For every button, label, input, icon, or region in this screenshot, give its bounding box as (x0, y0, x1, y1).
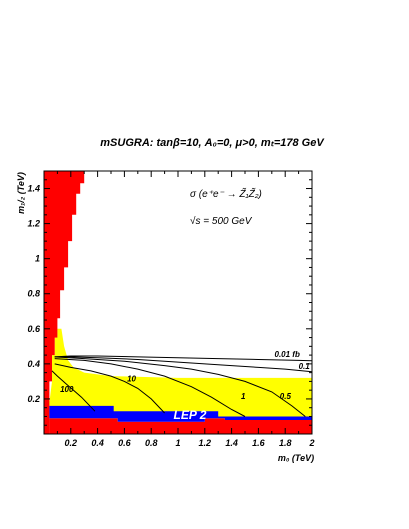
x-tick-label: 0.8 (145, 438, 158, 448)
lep2-label: LEP 2 (174, 408, 207, 422)
contour-3 (54, 358, 246, 417)
x-tick-label: 2 (308, 438, 314, 448)
contour-5 (51, 370, 96, 412)
chart-title: mSUGRA: tanβ=10, A₀=0, μ>0, mₜ=178 GeV (100, 137, 325, 149)
y-tick-label: 1 (35, 254, 40, 264)
x-tick-label: 0.2 (65, 438, 78, 448)
x-tick-labels: 0.2 0.4 0.6 0.8 1 1.2 1.4 1.6 1.8 2 (65, 438, 315, 448)
x-axis-label: m₀ (TeV) (278, 453, 314, 463)
contour-label-3: 1 (241, 392, 246, 401)
theory-excluded-strip (49, 418, 313, 434)
contour-4 (54, 363, 165, 414)
no-ewsb-region (49, 328, 313, 417)
y-tick-label: 0.6 (27, 324, 41, 334)
x-tick-label: 1 (175, 438, 180, 448)
contour-0 (54, 355, 313, 362)
x-tick-label: 1.8 (279, 438, 292, 448)
contour-1 (54, 356, 313, 373)
process-annotation: σ (e⁺e⁻ → Z̃₁Z̃₂) (190, 187, 262, 200)
y-tick-label: 0.4 (27, 359, 40, 369)
cross-section-contours (51, 355, 313, 417)
x-tick-label: 0.4 (91, 438, 104, 448)
contour-label-2: 0.5 (280, 392, 292, 401)
y-axis-label: m₁/₂ (TeV) (16, 172, 26, 214)
x-tick-label: 0.6 (118, 438, 132, 448)
x-tick-label: 1.4 (225, 438, 238, 448)
y-tick-label: 0.2 (27, 394, 40, 404)
y-tick-label: 1.4 (27, 184, 40, 194)
plot-frame (43, 170, 313, 435)
regions (44, 171, 313, 434)
y-tick-label: 1.2 (27, 219, 40, 229)
contour-label-5: 100 (60, 385, 74, 394)
contour-label-4: 10 (127, 374, 136, 383)
y-tick-labels: 0.2 0.4 0.6 0.8 1 1.2 1.4 (27, 184, 41, 404)
y-tick-label: 0.8 (27, 289, 40, 299)
lep2-excluded-region (49, 405, 313, 422)
energy-annotation: √s = 500 GeV (190, 215, 253, 227)
theory-excluded-region (44, 171, 85, 434)
contour-label-1: 0.1 (299, 362, 311, 371)
contour-label-0: 0.01 fb (275, 350, 300, 359)
contour-labels: 0.01 fb 0.1 0.5 1 10 100 (60, 350, 310, 401)
x-tick-label: 1.6 (252, 438, 266, 448)
x-tick-label: 1.2 (199, 438, 212, 448)
contour-2 (54, 356, 306, 417)
